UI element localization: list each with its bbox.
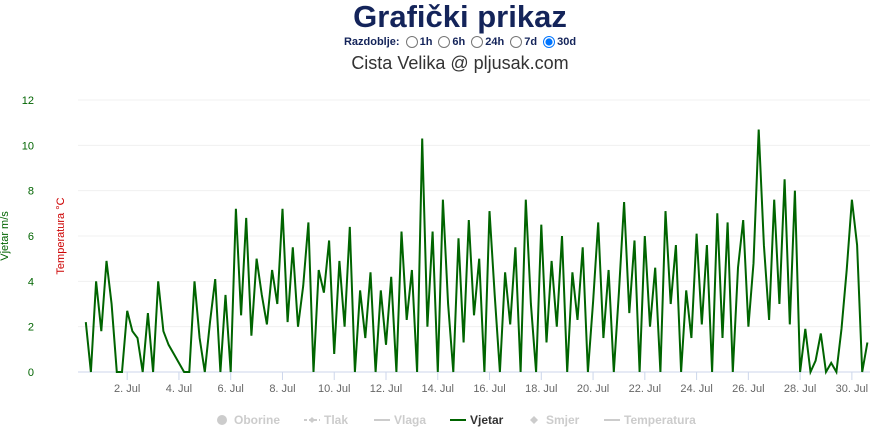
- y-axis-label: Vjetar m/s: [0, 211, 11, 261]
- period-option[interactable]: 6h: [434, 36, 465, 48]
- legend-label: Vlaga: [394, 413, 426, 427]
- title: Grafički prikaz: [353, 0, 567, 34]
- x-tick-label: 10. Jul: [318, 383, 350, 395]
- x-tick-label: 8. Jul: [269, 383, 295, 395]
- legend-symbol: [309, 417, 315, 423]
- legend-symbol: [217, 415, 227, 425]
- x-tick-label: 14. Jul: [422, 383, 454, 395]
- period-selector: Razdoblje: 1h 6h 24h 7d 30d: [46, 34, 874, 50]
- x-tick-label: 24. Jul: [680, 383, 712, 395]
- x-tick-label: 26. Jul: [732, 383, 764, 395]
- radio[interactable]: [510, 36, 523, 48]
- wind-line: [84, 129, 869, 376]
- legend-item[interactable]: Vjetar: [450, 413, 504, 427]
- legend-item[interactable]: Temperatura: [604, 413, 696, 427]
- x-tick-label: 6. Jul: [218, 383, 244, 395]
- radio[interactable]: [405, 36, 418, 48]
- option-label: 30d: [557, 36, 577, 48]
- option-label: 24h: [485, 36, 505, 48]
- y-tick-label: 12: [22, 95, 34, 107]
- period-option[interactable]: 24h: [467, 36, 504, 48]
- period-option[interactable]: 30d: [539, 36, 576, 48]
- x-tick-label: 20. Jul: [577, 383, 609, 395]
- legend-label: Vjetar: [470, 413, 504, 427]
- x-tick-label: 30. Jul: [836, 383, 868, 395]
- y-tick-label: 8: [28, 186, 34, 198]
- period-label: Razdoblje:: [343, 36, 400, 48]
- legend-symbol: [530, 416, 538, 424]
- y-tick-label: 0: [28, 367, 34, 379]
- radio[interactable]: [438, 36, 451, 48]
- y-tick-label: 6: [28, 231, 34, 243]
- period-option[interactable]: 7d: [506, 36, 537, 48]
- x-tick-label: 28. Jul: [784, 383, 816, 395]
- legend-item[interactable]: Smjer: [530, 413, 580, 427]
- legend-label: Tlak: [324, 413, 348, 427]
- period-option[interactable]: 1h: [402, 36, 433, 48]
- legend-label: Smjer: [546, 413, 580, 427]
- x-tick-label: 4. Jul: [166, 383, 192, 395]
- radio[interactable]: [471, 36, 484, 48]
- legend-label: Oborine: [234, 413, 280, 427]
- y-tick-label: 2: [28, 322, 34, 334]
- header: Grafički prikaz Razdoblje: 1h 6h 24h 7d 30d …: [0, 0, 874, 74]
- x-tick-label: 16. Jul: [473, 383, 505, 395]
- x-tick-label: 18. Jul: [525, 383, 557, 395]
- subtitle: Cista Velika @ pljusak.com: [351, 53, 569, 73]
- y-tick-label: 4: [28, 276, 34, 288]
- x-tick-label: 22. Jul: [629, 383, 661, 395]
- option-label: 7d: [524, 36, 538, 48]
- y-tick-label: 10: [22, 140, 34, 152]
- legend-item[interactable]: Oborine: [217, 413, 280, 427]
- option-label: 1h: [419, 36, 433, 48]
- y2-axis-label: Temperatura °C: [55, 197, 67, 274]
- x-tick-label: 2. Jul: [114, 383, 140, 395]
- x-tick-label: 12. Jul: [370, 383, 402, 395]
- radio[interactable]: [543, 36, 556, 48]
- legend-item[interactable]: Tlak: [304, 413, 348, 427]
- legend-label: Temperatura: [624, 413, 696, 427]
- legend-item[interactable]: Vlaga: [374, 413, 426, 427]
- option-label: 6h: [452, 36, 466, 48]
